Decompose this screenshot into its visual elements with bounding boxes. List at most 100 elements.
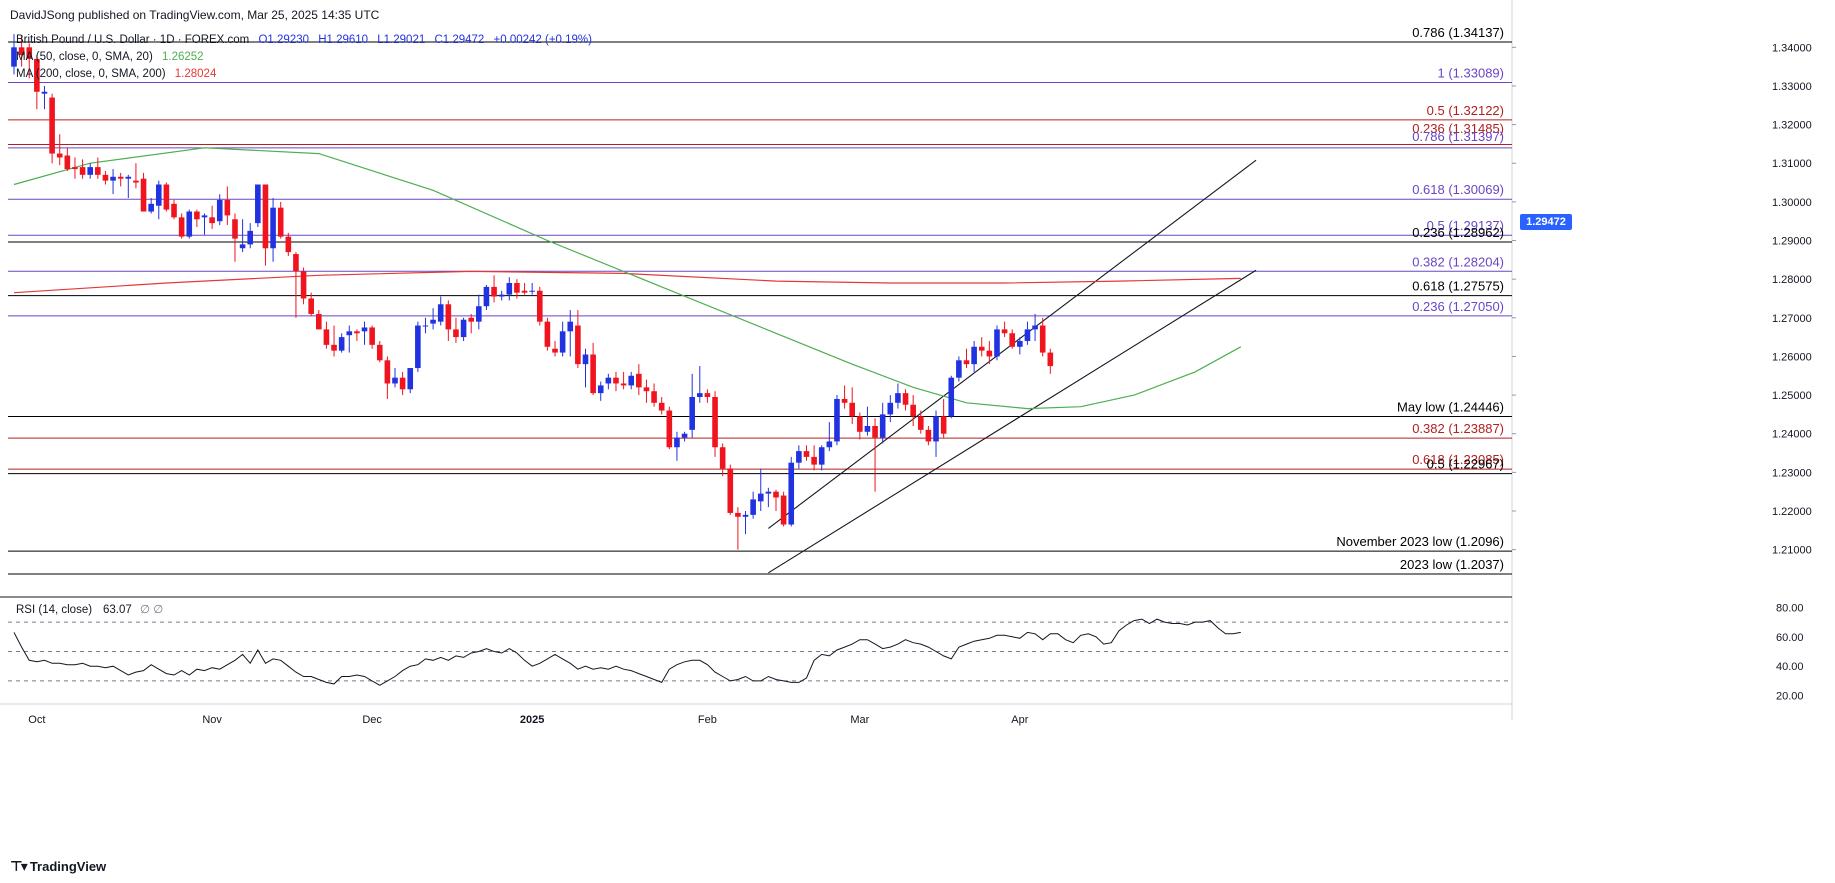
candle-body bbox=[491, 286, 497, 297]
candle-body bbox=[224, 199, 231, 216]
price-tick-label: 1.33000 bbox=[1772, 81, 1812, 93]
symbol-name: British Pound / U.S. Dollar · 1D · FOREX… bbox=[16, 34, 250, 46]
channel-line bbox=[768, 269, 1257, 574]
price-tick-label: 1.26000 bbox=[1772, 351, 1812, 363]
candle-body bbox=[895, 393, 901, 403]
level-label: 0.5 (1.29137) bbox=[1427, 218, 1504, 233]
rsi-tick-label: 80.00 bbox=[1776, 602, 1804, 614]
candle-body bbox=[636, 373, 642, 388]
candle-body bbox=[834, 398, 840, 442]
candle-body bbox=[460, 319, 467, 338]
level-label: 1 (1.33089) bbox=[1438, 66, 1505, 81]
candle-body bbox=[49, 97, 55, 154]
candle-body bbox=[780, 495, 787, 525]
candle-body bbox=[56, 153, 63, 158]
candle-body bbox=[384, 360, 391, 384]
level-label: 0.618 (1.23085) bbox=[1412, 452, 1504, 467]
candle-body bbox=[445, 304, 452, 330]
level-label: 0.382 (1.28204) bbox=[1412, 254, 1504, 269]
candle-body bbox=[917, 416, 924, 430]
candle-body bbox=[841, 398, 848, 403]
candle-body bbox=[559, 331, 566, 353]
candle-body bbox=[415, 325, 421, 369]
candle-body bbox=[41, 91, 48, 94]
candle-body bbox=[712, 397, 718, 448]
candle-body bbox=[864, 425, 871, 432]
candle-body bbox=[552, 348, 558, 353]
candle-body bbox=[338, 337, 345, 351]
candle-body bbox=[994, 329, 1000, 357]
price-tick-label: 1.31000 bbox=[1772, 158, 1812, 170]
level-label: 0.5 (1.32122) bbox=[1427, 103, 1504, 118]
candle-body bbox=[704, 393, 711, 398]
candle-body bbox=[536, 290, 543, 322]
candle-body bbox=[628, 375, 635, 386]
candle-body bbox=[392, 377, 398, 384]
candle-body bbox=[194, 211, 200, 220]
candle-body bbox=[796, 451, 802, 463]
level-label: 0.382 (1.23887) bbox=[1412, 421, 1504, 436]
candle-body bbox=[597, 385, 604, 394]
candle-body bbox=[879, 414, 886, 438]
ohlc-low: L1.29021 bbox=[377, 34, 426, 46]
candle-body bbox=[369, 327, 375, 345]
price-tick-label: 1.32000 bbox=[1772, 120, 1812, 132]
candle-body bbox=[651, 391, 657, 403]
candle-body bbox=[902, 393, 909, 405]
candle-body bbox=[247, 230, 254, 245]
tradingview-logo-text: TradingView bbox=[29, 859, 107, 874]
candle-body bbox=[453, 329, 459, 338]
candle-body bbox=[346, 331, 353, 336]
candle-body bbox=[171, 203, 177, 218]
price-tick-label: 1.34000 bbox=[1772, 42, 1812, 54]
candle-body bbox=[826, 441, 833, 448]
candle-body bbox=[765, 491, 772, 494]
candle-body bbox=[658, 402, 665, 411]
price-tick-label: 1.29000 bbox=[1772, 236, 1812, 248]
price-tick-label: 1.21000 bbox=[1772, 545, 1812, 557]
candle-body bbox=[201, 215, 208, 218]
price-tick-label: 1.25000 bbox=[1772, 390, 1812, 402]
candle-body bbox=[689, 397, 695, 430]
rsi-tick-label: 40.00 bbox=[1776, 661, 1804, 673]
candle-body bbox=[155, 184, 162, 206]
candle-body bbox=[270, 207, 276, 249]
candle-body bbox=[437, 304, 444, 322]
candle-body bbox=[399, 377, 406, 390]
ma200-legend: MA (200, close, 0, SMA, 200) 1.28024 bbox=[16, 68, 222, 80]
candle-body bbox=[422, 325, 429, 327]
symbol-legend: British Pound / U.S. Dollar · 1D · FOREX… bbox=[16, 34, 598, 46]
candle-body bbox=[849, 402, 855, 417]
rsi-title: RSI (14, close) bbox=[16, 604, 92, 616]
candle-body bbox=[719, 447, 726, 469]
candle-body bbox=[316, 313, 322, 330]
level-label: 0.5 (1.22967) bbox=[1427, 457, 1504, 472]
candle-body bbox=[72, 167, 78, 170]
candle-body bbox=[887, 402, 894, 415]
candle-body bbox=[1039, 325, 1046, 353]
price-tick-label: 1.27000 bbox=[1772, 313, 1812, 325]
candle-body bbox=[293, 254, 299, 272]
time-tick-label: Nov bbox=[202, 714, 222, 726]
level-label: 2023 low (1.2037) bbox=[1400, 557, 1504, 572]
level-label: 0.236 (1.28962) bbox=[1412, 225, 1504, 240]
candle-body bbox=[323, 329, 330, 345]
candle-body bbox=[285, 236, 292, 253]
candle-body bbox=[971, 346, 977, 365]
price-tick-label: 1.23000 bbox=[1772, 467, 1812, 479]
candle-body bbox=[125, 176, 132, 179]
candle-body bbox=[620, 383, 627, 386]
candle-body bbox=[498, 294, 505, 297]
candle-body bbox=[582, 354, 589, 365]
tradingview-logo-icon: ⊤▾ bbox=[10, 858, 28, 874]
price-tick-label: 1.28000 bbox=[1772, 274, 1812, 286]
candle-body bbox=[521, 290, 528, 293]
candle-body bbox=[757, 493, 764, 502]
candle-body bbox=[239, 244, 246, 249]
candle-body bbox=[232, 219, 238, 239]
candle-body bbox=[514, 283, 520, 293]
candle-body bbox=[34, 58, 40, 92]
candle-body bbox=[117, 176, 124, 179]
candle-body bbox=[216, 199, 223, 222]
level-label: November 2023 low (1.2096) bbox=[1336, 534, 1504, 549]
